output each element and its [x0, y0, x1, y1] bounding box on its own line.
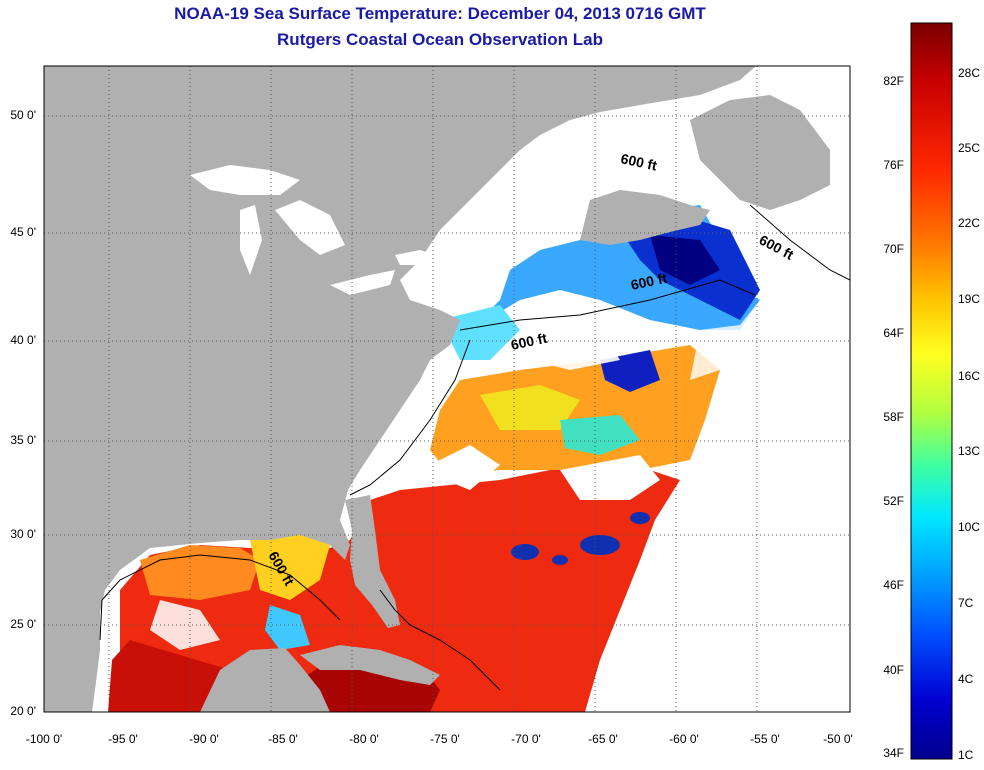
lon-tick-label: -55 0' — [750, 732, 780, 746]
lat-tick-label: 35 0' — [10, 433, 36, 447]
lon-tick-label: -75 0' — [430, 732, 460, 746]
contour-label: 600 ft — [509, 330, 548, 353]
lon-tick-label: -60 0' — [669, 732, 699, 746]
lon-tick-label: -80 0' — [349, 732, 379, 746]
lat-tick-label: 20 0' — [10, 704, 36, 718]
lat-tick-label: 45 0' — [10, 225, 36, 239]
lat-tick-label: 40 0' — [10, 333, 36, 347]
colorbar-f-label: 64F — [883, 326, 904, 340]
colorbar-c-label: 10C — [958, 520, 981, 534]
colorbar-c-label: 13C — [958, 444, 981, 458]
land-mass — [44, 66, 830, 712]
lat-tick-label: 30 0' — [10, 527, 36, 541]
colorbar-c-label: 28C — [958, 66, 981, 80]
contour-label: 600 ft — [629, 270, 668, 293]
colorbar-f-label: 46F — [883, 578, 904, 592]
colorbar-f-label: 76F — [883, 158, 904, 172]
colorbar-f-label: 52F — [883, 494, 904, 508]
colorbar-c-label: 19C — [958, 292, 981, 306]
colorbar-c-label: 7C — [958, 596, 974, 610]
colorbar-c-label: 25C — [958, 141, 981, 155]
colorbar-f-label: 82F — [883, 74, 904, 88]
contour-label: 600 ft — [619, 150, 658, 173]
map-subtitle: Rutgers Coastal Ocean Observation Lab — [277, 30, 603, 49]
map-border — [43, 65, 851, 713]
colorbar-f-label: 58F — [883, 410, 904, 424]
colorbar-c-label: 22C — [958, 216, 981, 230]
colorbar-c-label: 1C — [958, 748, 974, 762]
great-lakes — [190, 130, 700, 295]
colorbar-f-label: 34F — [883, 746, 904, 760]
colorbar-f-label: 70F — [883, 242, 904, 256]
lon-tick-label: -100 0' — [25, 732, 63, 746]
colorbar-f-label: 40F — [883, 663, 904, 677]
lon-tick-label: -50 0' — [823, 732, 853, 746]
lon-tick-label: -90 0' — [189, 732, 219, 746]
lon-tick-label: -65 0' — [588, 732, 618, 746]
lon-tick-label: -95 0' — [108, 732, 138, 746]
colorbar-c-label: 16C — [958, 369, 981, 383]
lon-tick-label: -70 0' — [511, 732, 541, 746]
lat-tick-label: 25 0' — [10, 617, 36, 631]
map-title: NOAA-19 Sea Surface Temperature: Decembe… — [174, 4, 706, 23]
lat-tick-label: 50 0' — [10, 108, 36, 122]
isobath-contours — [99, 204, 850, 691]
colorbar-c-label: 4C — [958, 672, 974, 686]
lon-tick-label: -85 0' — [268, 732, 298, 746]
temperature-colorbar — [910, 22, 953, 760]
